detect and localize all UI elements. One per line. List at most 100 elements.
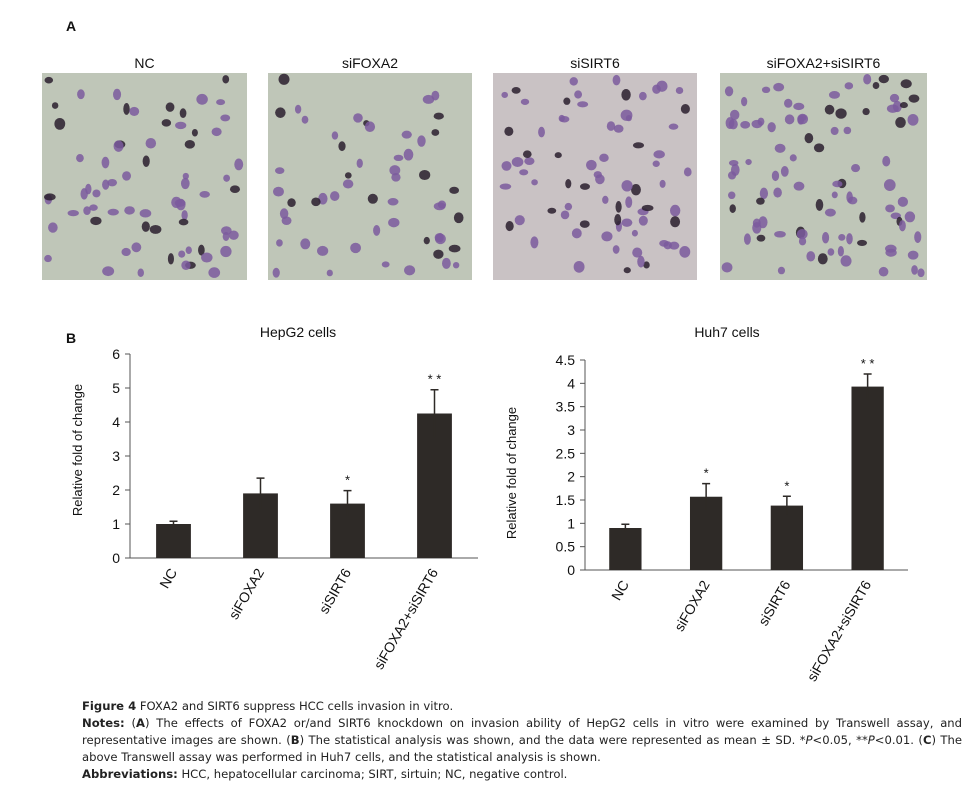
- cell: [745, 159, 752, 166]
- cell: [530, 236, 539, 249]
- cell: [599, 153, 609, 163]
- cell: [730, 109, 740, 120]
- cell: [878, 74, 890, 84]
- cell: [403, 148, 414, 161]
- cell: [538, 126, 545, 138]
- cell: [637, 255, 645, 268]
- cell: [531, 179, 538, 186]
- cell: [165, 102, 175, 112]
- cell: [452, 261, 460, 269]
- significance-label: *: [345, 473, 350, 488]
- cell: [124, 206, 135, 215]
- cell: [504, 126, 514, 136]
- cell: [840, 255, 852, 267]
- cell: [777, 266, 786, 275]
- error-bar: [256, 477, 265, 509]
- cell: [844, 82, 854, 90]
- cell: [179, 108, 187, 119]
- cell: [571, 228, 582, 239]
- caption-abbreviations: Abbreviations: HCC, hepatocellular carci…: [82, 766, 962, 783]
- y-tick-label: 6: [112, 346, 120, 362]
- cell: [612, 74, 621, 86]
- cell: [806, 251, 816, 262]
- y-tick-label: 5: [112, 380, 120, 396]
- cell: [773, 82, 785, 92]
- cell: [191, 128, 198, 137]
- cell: [817, 253, 828, 265]
- significance-label: * *: [861, 356, 875, 371]
- notes-text: <0.05, **: [812, 733, 868, 747]
- cell: [221, 226, 232, 235]
- cell: [621, 218, 633, 227]
- y-tick-label: 2: [567, 469, 575, 485]
- cell: [614, 214, 622, 226]
- caption-text: FOXA2 and SIRT6 suppress HCC cells invas…: [139, 699, 454, 713]
- cell: [897, 196, 909, 207]
- cell: [774, 143, 786, 153]
- cell: [730, 163, 740, 176]
- cell: [573, 260, 585, 273]
- cell: [774, 230, 786, 238]
- cell: [326, 269, 333, 277]
- cell: [789, 154, 797, 162]
- cell: [393, 154, 404, 162]
- abbreviations-text: HCC, hepatocellular carcinoma; SIRT, sir…: [181, 767, 568, 781]
- cell: [724, 86, 734, 97]
- cell: [161, 119, 172, 127]
- cell: [220, 245, 232, 258]
- cell: [92, 189, 101, 198]
- cell: [606, 121, 616, 131]
- x-tick-label: NC: [156, 566, 180, 592]
- cell: [679, 246, 691, 258]
- cell: [815, 198, 824, 211]
- cell: [899, 102, 908, 109]
- cell: [846, 191, 853, 203]
- cell: [182, 172, 189, 180]
- cell: [601, 231, 613, 242]
- cell: [229, 185, 241, 194]
- micrograph: [42, 73, 247, 280]
- cell: [756, 234, 766, 242]
- cell: [48, 222, 58, 233]
- figure-label: Figure 4: [82, 699, 137, 713]
- y-tick-label: 3.5: [556, 399, 576, 415]
- cell: [846, 233, 853, 245]
- cell: [102, 179, 110, 190]
- cell: [612, 245, 620, 254]
- cell: [419, 169, 431, 181]
- cell: [907, 113, 919, 126]
- bar: [156, 524, 191, 558]
- cell: [167, 253, 174, 265]
- cell: [199, 190, 210, 198]
- cell: [388, 217, 400, 228]
- cell: [417, 135, 426, 147]
- cell: [101, 156, 110, 169]
- notes-text: <0.01. (: [874, 733, 923, 747]
- cell: [771, 170, 780, 182]
- cell: [113, 88, 122, 101]
- cell: [276, 239, 283, 247]
- cell: [501, 91, 509, 99]
- cell: [77, 89, 85, 100]
- cell: [185, 246, 192, 255]
- cell: [784, 98, 793, 108]
- cell: [895, 116, 906, 128]
- cell: [122, 171, 132, 181]
- cell: [422, 94, 435, 104]
- image-label: NC: [134, 55, 154, 71]
- cell: [835, 108, 847, 119]
- panel-label: B: [66, 330, 76, 346]
- cell: [43, 193, 56, 201]
- cell: [721, 262, 733, 273]
- cell: [824, 208, 836, 217]
- cell: [279, 208, 289, 220]
- image-label: siFOXA2+siSIRT6: [767, 55, 881, 71]
- caption-notes: Notes: (A) The effects of FOXA2 or/and S…: [82, 715, 962, 766]
- cell: [632, 142, 645, 149]
- cell: [670, 204, 681, 217]
- cell: [670, 216, 681, 228]
- cell: [728, 159, 739, 166]
- cell: [228, 230, 239, 240]
- cell: [44, 254, 52, 263]
- cell: [301, 115, 309, 124]
